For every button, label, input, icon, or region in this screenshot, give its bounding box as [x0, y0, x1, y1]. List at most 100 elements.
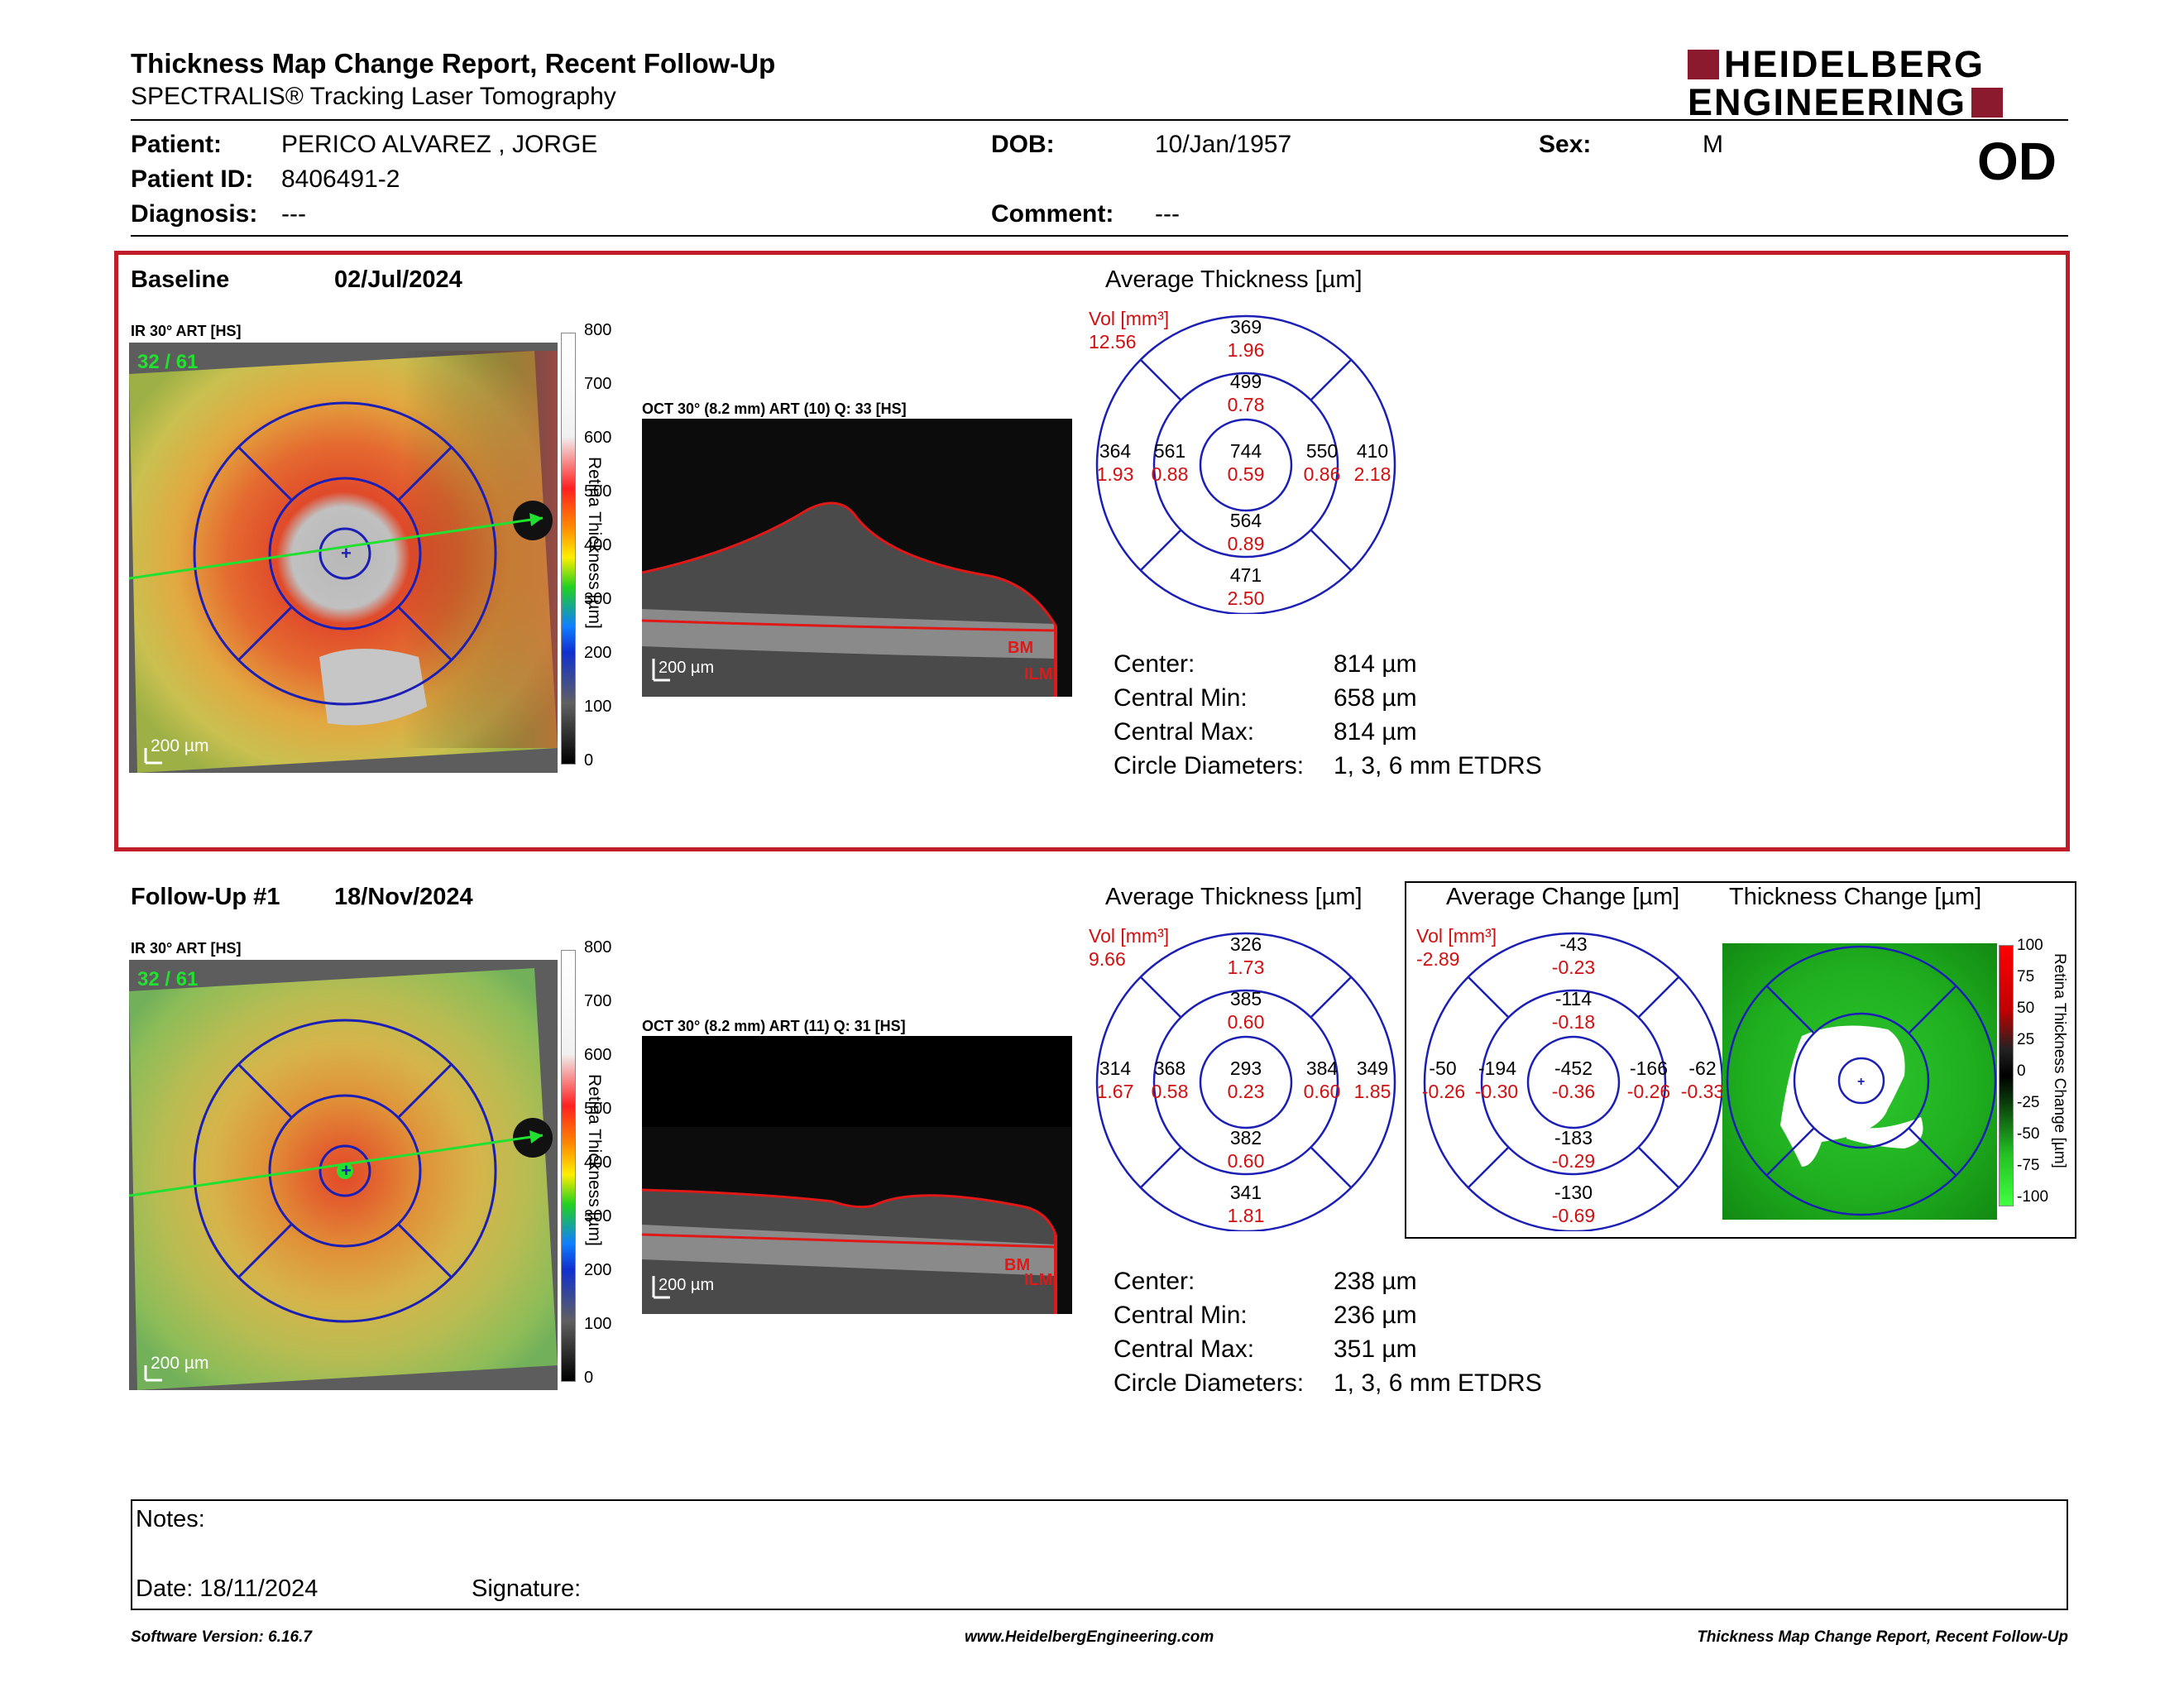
- baseline-stat-label: Central Min:: [1114, 684, 1248, 712]
- sector-inner-left-thickness: -194: [1478, 1057, 1517, 1079]
- followup-stat-label: Central Max:: [1114, 1336, 1255, 1363]
- followup-chart-title: Average Thickness [µm]: [1105, 884, 1363, 910]
- sector-outer-top-thickness: -43: [1559, 933, 1588, 955]
- sector-outer-left-volume: 1.93: [1096, 463, 1134, 485]
- sector-outer-bottom-volume: -0.69: [1551, 1205, 1596, 1226]
- followup-oct-scale: 200 µm: [659, 1276, 715, 1294]
- svg-text:+: +: [1857, 1075, 1865, 1089]
- sector-inner-left-thickness: 368: [1153, 1057, 1186, 1079]
- colorbar-tick: -50: [2017, 1125, 2040, 1143]
- baseline-stat-label: Center:: [1114, 650, 1195, 678]
- baseline-stat-value: 1, 3, 6 mm ETDRS: [1334, 752, 1542, 779]
- change-frame: [1405, 881, 2076, 1239]
- baseline-chart-title: Average Thickness [µm]: [1105, 266, 1363, 293]
- followup-vol-label: Vol [mm³]: [1089, 925, 1170, 947]
- sector-inner-bottom-thickness: 382: [1229, 1127, 1262, 1149]
- logo-text-line1: HEIDELBERG: [1724, 43, 1985, 85]
- colorbar-tick: 0: [584, 751, 594, 770]
- sector-outer-right-volume: 1.85: [1353, 1081, 1391, 1102]
- patient-id-label: Patient ID:: [131, 165, 254, 193]
- change-colorbar: [1999, 945, 2014, 1206]
- baseline-oct-label: OCT 30° (8.2 mm) ART (10) Q: 33 [HS]: [642, 400, 907, 417]
- colorbar-tick: 300: [584, 1207, 612, 1225]
- thickness-change-map: +: [1722, 943, 1997, 1220]
- change-colorbar-ticks: 100 75 50 25 0 -25 -50 -75 -100: [2017, 937, 2055, 1210]
- colorbar-tick: 500: [584, 1100, 612, 1118]
- sector-outer-bottom-thickness: -130: [1554, 1182, 1593, 1203]
- sector-outer-top-volume: 1.96: [1227, 339, 1265, 361]
- sector-inner-top-volume: -0.18: [1551, 1011, 1596, 1033]
- sector-inner-left-volume: 0.88: [1151, 463, 1189, 485]
- followup-vol-value: 9.66: [1089, 948, 1126, 970]
- sector-inner-bottom-thickness: -183: [1554, 1127, 1593, 1149]
- baseline-oct-scale: 200 µm: [659, 659, 715, 677]
- sector-inner-left-thickness: 561: [1153, 440, 1186, 462]
- svg-text:+: +: [341, 543, 352, 563]
- colorbar-tick: 75: [2017, 968, 2035, 985]
- sector-outer-top-thickness: 369: [1229, 316, 1262, 338]
- dob-value: 10/Jan/1957: [1155, 131, 1292, 158]
- baseline-colorbar: [561, 333, 577, 765]
- sector-inner-right-volume: -0.26: [1626, 1081, 1671, 1102]
- change-etdrs-grid: Vol [mm³] -2.89 -43 -0.23 -114 -0.18 -50…: [1416, 925, 1731, 1231]
- report-subtitle: SPECTRALIS® Tracking Laser Tomography: [131, 83, 616, 110]
- baseline-stat-value: 658 µm: [1334, 684, 1417, 712]
- sector-inner-bottom-volume: -0.29: [1551, 1150, 1596, 1172]
- notes-box: [131, 1499, 2068, 1610]
- change-vol-label: Vol [mm³]: [1416, 925, 1497, 947]
- header-divider: [131, 119, 2068, 121]
- patient-id-value: 8406491-2: [281, 165, 400, 193]
- baseline-colorbar-title: Retina Thickness [µm]: [585, 457, 604, 629]
- baseline-date: 02/Jul/2024: [334, 266, 462, 293]
- footer-software-version: Software Version: 6.16.7: [131, 1628, 312, 1646]
- footer-website-link[interactable]: www.HeidelbergEngineering.com: [965, 1628, 1214, 1646]
- sector-inner-right-volume: 0.60: [1303, 1081, 1341, 1102]
- colorbar-tick: 700: [584, 992, 612, 1010]
- colorbar-tick: 100: [584, 698, 612, 716]
- logo-square-icon: [1688, 50, 1719, 79]
- logo-square-icon: [1971, 88, 2004, 117]
- sector-outer-right-thickness: 410: [1356, 440, 1389, 462]
- followup-slo-counter: 32 / 61: [137, 968, 199, 990]
- sector-inner-right-thickness: 384: [1305, 1057, 1339, 1079]
- sector-outer-left-volume: 1.67: [1096, 1081, 1134, 1102]
- change-chart-title: Average Change [µm]: [1446, 884, 1680, 910]
- colorbar-tick: 100: [2017, 937, 2043, 954]
- followup-bm-label: BM: [1004, 1256, 1031, 1274]
- baseline-label: Baseline: [131, 266, 230, 293]
- sector-inner-right-thickness: 550: [1305, 440, 1339, 462]
- sector-inner-right-thickness: -166: [1629, 1057, 1669, 1079]
- colorbar-tick: -75: [2017, 1157, 2040, 1174]
- baseline-vol-value: 12.56: [1089, 331, 1137, 352]
- baseline-slo-counter: 32 / 61: [137, 351, 199, 373]
- sector-outer-left-thickness: -50: [1429, 1057, 1457, 1079]
- baseline-oct-image: 200 µm BM ILM: [642, 419, 1072, 697]
- notes-label: Notes:: [136, 1506, 205, 1532]
- colorbar-tick: 700: [584, 375, 612, 393]
- colorbar-tick: 50: [2017, 1000, 2035, 1017]
- sector-outer-bottom-volume: 2.50: [1227, 587, 1265, 609]
- followup-slo-label: IR 30° ART [HS]: [131, 940, 242, 957]
- followup-colorbar-title: Retina Thickness [µm]: [585, 1074, 604, 1246]
- report-title: Thickness Map Change Report, Recent Foll…: [131, 48, 776, 79]
- colorbar-tick: 400: [584, 1153, 612, 1172]
- change-map-title: Thickness Change [µm]: [1729, 884, 1982, 910]
- sector-outer-bottom-thickness: 341: [1229, 1182, 1262, 1203]
- sector-outer-right-volume: -0.33: [1680, 1081, 1725, 1102]
- colorbar-tick: -100: [2017, 1188, 2049, 1206]
- colorbar-tick: 300: [584, 590, 612, 608]
- sector-outer-left-volume: -0.26: [1421, 1081, 1466, 1102]
- followup-scale-bar: 200 µm: [151, 1354, 209, 1373]
- followup-stat-label: Circle Diameters:: [1114, 1369, 1305, 1397]
- followup-stat-label: Central Min:: [1114, 1302, 1248, 1329]
- colorbar-tick: 100: [584, 1315, 612, 1333]
- sector-center-volume: -0.36: [1551, 1081, 1596, 1102]
- sector-inner-bottom-volume: 0.89: [1227, 533, 1265, 554]
- sector-center-volume: 0.23: [1227, 1081, 1265, 1102]
- colorbar-tick: 600: [584, 1046, 612, 1064]
- followup-oct-image: 200 µm BM ILM: [642, 1036, 1072, 1314]
- followup-ilm-label: ILM: [1024, 1271, 1053, 1289]
- sector-inner-top-thickness: 499: [1229, 371, 1262, 392]
- baseline-frame: [114, 251, 2070, 851]
- followup-stat-value: 351 µm: [1334, 1336, 1417, 1363]
